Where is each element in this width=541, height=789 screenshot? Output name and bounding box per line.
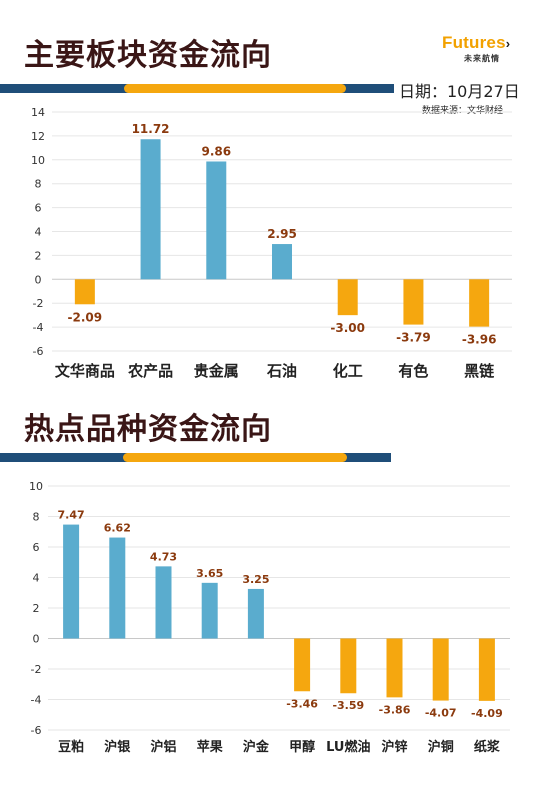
category-label: 贵金属 xyxy=(194,362,239,380)
y-tick-label: 14 xyxy=(31,106,45,119)
y-tick-label: 6 xyxy=(35,202,42,215)
category-label: 化工 xyxy=(333,362,363,380)
category-label: 沪铝 xyxy=(150,739,176,755)
chart1-title: 主要板块资金流向 xyxy=(24,38,272,73)
category-label: 沪金 xyxy=(243,739,270,755)
bar-4 xyxy=(272,244,292,280)
category-label: 沪铜 xyxy=(428,739,454,755)
y-tick-label: -6 xyxy=(31,724,42,737)
y-tick-label: -4 xyxy=(33,321,44,334)
y-tick-label: 8 xyxy=(33,511,40,524)
y-tick-label: 0 xyxy=(35,273,42,286)
y-tick-label: 10 xyxy=(29,480,43,493)
category-label: 甲醇 xyxy=(289,739,315,755)
bar-4 xyxy=(201,582,218,639)
category-label: 有色 xyxy=(398,362,428,380)
bar-10 xyxy=(478,638,495,701)
chart1-sector-fund-flow: 14 12 10 8 6 4 2 0 -2 -4 -6 -2.09 文华商品 11.72 农产品 9.86 贵金… xyxy=(31,106,512,380)
category-label: 文华商品 xyxy=(55,362,115,380)
y-tick-label: 6 xyxy=(33,541,40,554)
category-label: 黑链 xyxy=(464,362,495,380)
category-label: 纸浆 xyxy=(474,739,501,755)
y-tick-label: 0 xyxy=(33,633,40,646)
bar-3 xyxy=(206,161,227,280)
header-band-accent-1 xyxy=(124,84,346,93)
data-label: -3.00 xyxy=(330,321,365,335)
bar-2 xyxy=(140,139,161,280)
logo-subtitle: 未来航情 xyxy=(464,54,500,63)
date-label: 日期：10月27日 xyxy=(399,82,520,101)
data-label: -3.46 xyxy=(286,697,318,710)
bar-5 xyxy=(337,279,358,316)
bar-7 xyxy=(469,279,490,327)
data-label: 3.25 xyxy=(242,573,269,586)
y-tick-label: -2 xyxy=(31,663,42,676)
category-label: LU燃油 xyxy=(326,739,370,755)
y-tick-label: 12 xyxy=(31,130,45,143)
data-label: 6.62 xyxy=(104,522,131,535)
y-tick-label: -6 xyxy=(33,345,44,358)
data-label: 2.95 xyxy=(267,227,297,241)
category-label: 石油 xyxy=(266,362,297,380)
data-label: -2.09 xyxy=(68,310,103,324)
y-tick-label: 2 xyxy=(33,602,40,615)
logo-brand: Futures xyxy=(442,33,506,52)
y-tick-label: 10 xyxy=(31,154,45,167)
bar-6 xyxy=(403,279,424,325)
data-label: 9.86 xyxy=(201,144,231,158)
y-tick-label: 2 xyxy=(35,249,42,262)
y-tick-label: 4 xyxy=(35,226,42,239)
category-label: 苹果 xyxy=(197,739,223,755)
data-label: 4.73 xyxy=(150,550,177,563)
data-label: -3.96 xyxy=(462,333,497,347)
bar-1 xyxy=(63,524,80,639)
y-tick-label: -2 xyxy=(33,297,44,310)
header-band-accent-2 xyxy=(123,453,347,462)
bar-8 xyxy=(386,638,403,698)
futures-logo: Futures› 未来航情 xyxy=(442,34,522,64)
bar-2 xyxy=(109,537,126,639)
y-tick-label: -4 xyxy=(31,694,42,707)
data-source-label: 数据来源：文华财经 xyxy=(422,106,504,116)
data-label: -3.86 xyxy=(379,703,411,716)
bar-7 xyxy=(340,638,357,694)
category-label: 农产品 xyxy=(127,362,173,380)
y-tick-label: 4 xyxy=(33,572,40,585)
logo-mark: › xyxy=(505,36,511,51)
category-label: 豆粕 xyxy=(58,739,84,755)
chart2-hot-commodity-fund-flow: 10 8 6 4 2 0 -2 -4 -6 7.47 豆粕 6.62 沪银 4.73 沪铝 3.65 苹果 3.2… xyxy=(29,480,510,755)
bar-6 xyxy=(294,638,311,692)
data-label: 3.65 xyxy=(196,567,223,580)
category-label: 沪锌 xyxy=(381,739,407,755)
category-label: 沪银 xyxy=(104,739,131,755)
chart2-title: 热点品种资金流向 xyxy=(24,412,272,447)
bar-1 xyxy=(74,279,95,305)
y-tick-label: 8 xyxy=(35,178,42,191)
data-label: 7.47 xyxy=(58,509,85,522)
data-label: -4.09 xyxy=(471,707,503,720)
data-label: -3.59 xyxy=(332,699,364,712)
bar-9 xyxy=(432,638,449,701)
data-label: -3.79 xyxy=(396,331,431,345)
data-label: -4.07 xyxy=(425,707,457,720)
bar-3 xyxy=(155,566,172,639)
data-label: 11.72 xyxy=(132,122,170,136)
bar-5 xyxy=(247,588,264,639)
